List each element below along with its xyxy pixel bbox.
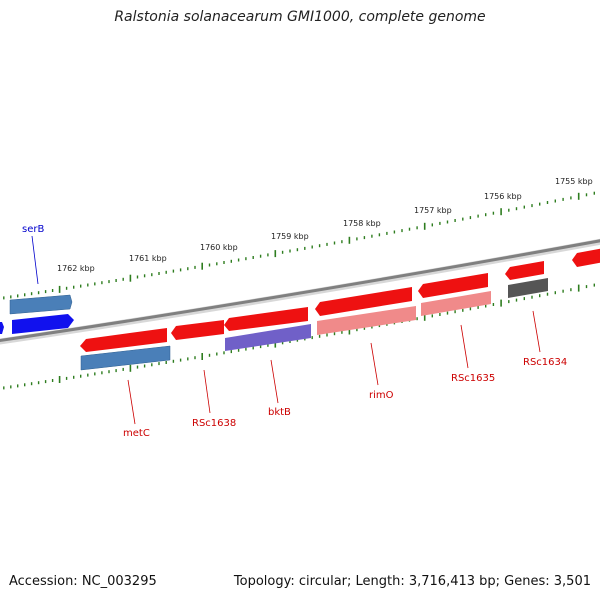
leader-serB <box>31 235 39 285</box>
gene-label-RSc1634[interactable]: RSc1634 <box>523 357 567 368</box>
gene-label-serB[interactable]: serB <box>22 224 44 235</box>
kbp-label-1762: 1762 kbp <box>57 264 95 273</box>
gene-labels: serB metC RSc1638 bktB rimO RSc1635 RSc1… <box>22 224 567 439</box>
kbp-label-1758: 1758 kbp <box>343 219 381 228</box>
gene-RSc1634-gray[interactable] <box>508 278 548 298</box>
kbp-label-1755: 1755 kbp <box>555 177 593 186</box>
gene-RSc1635-red[interactable] <box>418 273 488 298</box>
gene-rimO-pink[interactable] <box>317 306 416 335</box>
leader-RSc1638 <box>203 369 211 414</box>
kbp-label-1759: 1759 kbp <box>271 232 309 241</box>
gene-edge-right-red[interactable] <box>572 248 600 267</box>
gene-bktB-purple[interactable] <box>225 324 311 351</box>
kbp-label-1757: 1757 kbp <box>414 206 452 215</box>
genome-title: Ralstonia solanacearum GMI1000, complete… <box>114 9 486 25</box>
gene-serB-steel[interactable] <box>9 294 73 315</box>
gene-rimO-red[interactable] <box>315 287 412 316</box>
leader-rimO <box>370 342 379 386</box>
gene-RSc1635-pink[interactable] <box>421 291 491 316</box>
gene-label-bktB[interactable]: bktB <box>268 407 291 418</box>
gene-RSc1638-red[interactable] <box>171 320 224 340</box>
gene-metC-steel[interactable] <box>80 345 171 371</box>
accession-text: Accession: NC_003295 <box>9 574 157 589</box>
forward-strand-genes <box>0 248 600 352</box>
gene-label-rimO[interactable]: rimO <box>369 390 394 401</box>
kbp-label-1761: 1761 kbp <box>129 254 167 263</box>
leader-RSc1635 <box>460 324 469 369</box>
gene-label-metC[interactable]: metC <box>123 428 150 439</box>
gene-serB-blue[interactable] <box>12 314 74 334</box>
kbp-label-1760: 1760 kbp <box>200 243 238 252</box>
topology-text: Topology: circular; Length: 3,716,413 bp… <box>233 574 591 589</box>
gene-edge-left-blue[interactable] <box>0 322 4 334</box>
leader-bktB <box>270 359 279 404</box>
gene-label-RSc1635[interactable]: RSc1635 <box>451 373 495 384</box>
kbp-label-1756: 1756 kbp <box>484 192 522 201</box>
gene-metC-red[interactable] <box>80 328 167 352</box>
outer-tick-track <box>3 191 595 300</box>
leader-RSc1634 <box>532 310 541 353</box>
gene-RSc1634-red[interactable] <box>505 261 544 280</box>
kbp-labels: 1762 kbp 1761 kbp 1760 kbp 1759 kbp 1758… <box>57 177 593 273</box>
leader-metC <box>127 379 136 425</box>
gene-bktB-red[interactable] <box>224 307 308 331</box>
reverse-strand-genes <box>80 278 548 371</box>
genome-backbone-core <box>0 239 600 343</box>
gene-leader-lines <box>31 235 541 425</box>
gene-label-RSc1638[interactable]: RSc1638 <box>192 418 236 429</box>
